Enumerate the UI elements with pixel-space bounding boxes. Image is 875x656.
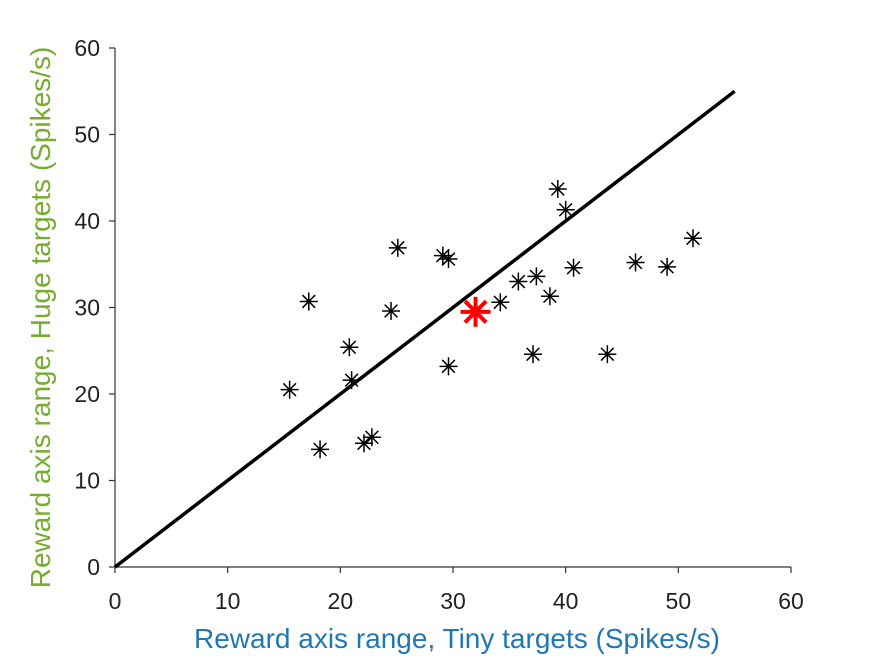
x-tick-label: 0 (109, 588, 122, 614)
data-point (548, 179, 567, 198)
y-tick-label: 50 (74, 122, 100, 148)
marker-stroke (511, 274, 526, 289)
data-point (382, 301, 401, 320)
marker-stroke (463, 299, 488, 324)
marker-stroke (441, 252, 456, 266)
y-tick-label: 40 (74, 208, 100, 234)
x-tick-label: 50 (666, 588, 692, 614)
data-point (626, 253, 645, 272)
marker-stroke (542, 289, 557, 304)
y-tick-label: 20 (74, 381, 100, 407)
data-point (658, 257, 677, 276)
data-point (340, 338, 359, 357)
marker-stroke (628, 255, 643, 270)
data-point (598, 345, 617, 364)
x-tick-label: 10 (215, 588, 241, 614)
marker-stroke (357, 436, 371, 451)
marker-stroke (550, 182, 565, 196)
data-point (564, 258, 583, 277)
marker-stroke (301, 294, 316, 309)
x-tick-label: 60 (778, 588, 804, 614)
data-point (354, 434, 373, 453)
marker-stroke (529, 269, 544, 284)
data-point (299, 292, 318, 311)
marker-stroke (282, 382, 297, 397)
y-tick-label: 10 (74, 468, 100, 494)
marker-stroke (384, 304, 398, 318)
marker-stroke (493, 295, 508, 310)
marker-stroke (558, 202, 573, 217)
data-point (527, 267, 546, 286)
data-point (556, 200, 575, 219)
y-tick-label: 60 (74, 35, 100, 61)
marker-stroke (435, 248, 450, 263)
data-point (342, 371, 361, 390)
data-point (439, 250, 458, 269)
data-point (523, 345, 542, 364)
marker-stroke (344, 373, 359, 388)
data-point (540, 287, 559, 306)
data-point (509, 272, 528, 291)
data-point (439, 357, 458, 376)
identity-line (113, 89, 736, 569)
data-point (362, 428, 381, 447)
x-tick-label: 30 (440, 588, 466, 614)
data-point (311, 440, 330, 459)
y-tick-label: 30 (74, 295, 100, 321)
marker-stroke (660, 259, 674, 274)
data-point (683, 229, 702, 248)
y-tick-label: 0 (87, 554, 100, 580)
data-point (491, 293, 510, 312)
marker-stroke (600, 347, 615, 362)
marker-stroke (313, 442, 327, 457)
highlight-point (460, 296, 491, 327)
data-point (280, 380, 299, 399)
data-point (388, 238, 407, 257)
marker-stroke (686, 231, 700, 246)
marker-stroke (566, 260, 581, 275)
x-axis-label: Reward axis range, Tiny targets (Spikes/… (194, 623, 720, 654)
marker-stroke (526, 347, 540, 362)
x-tick-label: 20 (328, 588, 354, 614)
marker-stroke (342, 340, 357, 355)
marker-stroke (364, 430, 379, 445)
data-points (280, 179, 702, 459)
identity-line-group (113, 89, 736, 569)
marker-stroke (441, 359, 456, 374)
x-tick-label: 40 (553, 588, 579, 614)
y-axis-label: Reward axis range, Huge targets (Spikes/… (25, 47, 56, 589)
marker-stroke (390, 240, 405, 255)
axes: 0 10 20 30 40 50 60 0 10 20 30 40 50 60 (74, 35, 803, 614)
